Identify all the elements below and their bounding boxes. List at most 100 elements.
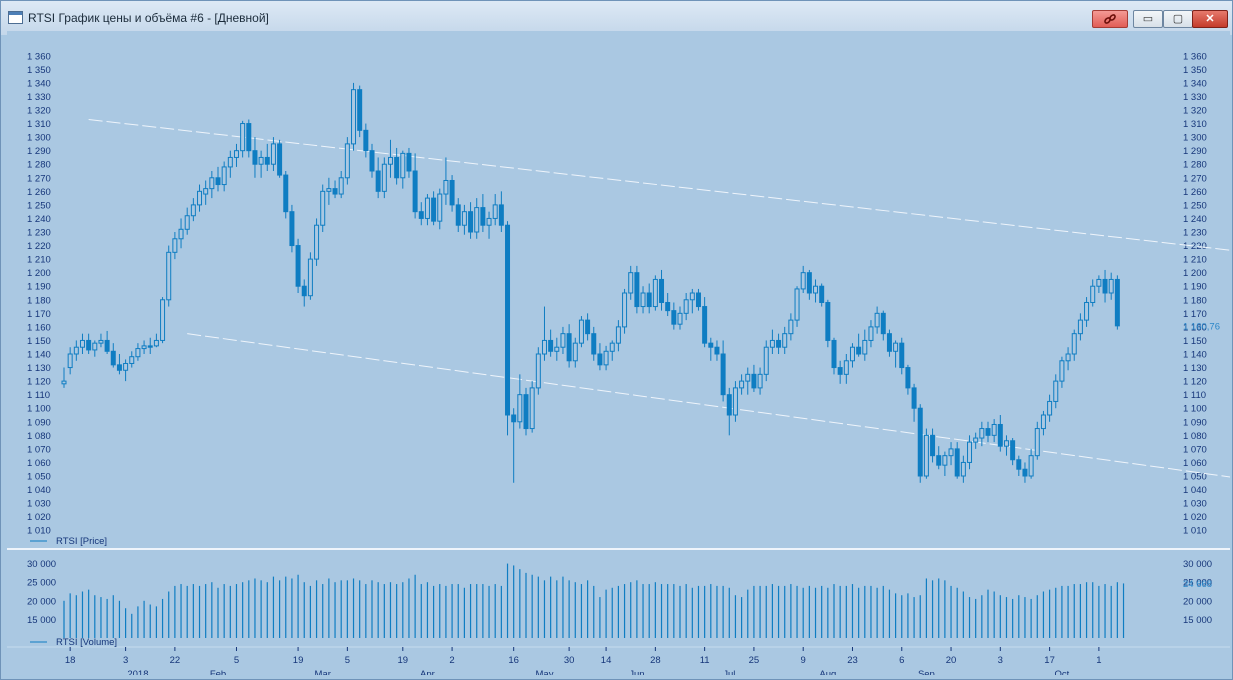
candle-up — [338, 177, 344, 195]
price-axis-left-label: 1 100 — [27, 404, 51, 415]
price-axis-left-label: 1 080 — [27, 431, 51, 442]
date-axis-day-label: 11 — [700, 655, 710, 666]
date-axis-day-label: 5 — [234, 655, 239, 666]
candle-up — [1003, 440, 1009, 447]
candle-down — [1102, 278, 1108, 294]
candle-up — [172, 238, 178, 253]
link-button[interactable] — [1092, 10, 1128, 28]
candle-down — [646, 292, 652, 308]
maximize-button[interactable]: ▢ — [1163, 10, 1193, 28]
candle-down — [930, 434, 936, 457]
candle-up — [788, 319, 794, 335]
trend-channel-lower-line[interactable] — [187, 333, 1233, 508]
candle-down — [295, 245, 301, 287]
candle-up — [203, 188, 209, 195]
candle-down — [880, 312, 886, 335]
price-axis-right-label: 1 050 — [1183, 472, 1207, 483]
price-axis-left-label: 1 020 — [27, 512, 51, 523]
price-axis-right-label: 1 200 — [1183, 268, 1207, 279]
price-axis-right-label: 1 100 — [1183, 404, 1207, 415]
candle-down — [566, 333, 572, 362]
date-axis-day-label: 28 — [650, 655, 661, 666]
candle-up — [640, 292, 646, 308]
candle-up — [1077, 319, 1083, 335]
candle-up — [270, 143, 276, 165]
date-axis-day-label: 6 — [899, 655, 904, 666]
candle-up — [67, 353, 73, 369]
trend-channel-upper-line[interactable] — [88, 118, 1233, 275]
candle-down — [406, 152, 412, 172]
date-axis-month-label: Apr — [420, 669, 435, 675]
candle-up — [1108, 278, 1114, 294]
candle-up — [1034, 428, 1040, 457]
candle-down — [837, 367, 843, 375]
candle-down — [412, 170, 418, 213]
date-axis-month-label: Jun — [629, 669, 644, 675]
candle-down — [591, 333, 597, 355]
price-volume-chart[interactable]: 1 010 1 010 1 020 1 020 1 030 1 030 1 040 1 040… — [7, 31, 1233, 680]
candle-up — [197, 190, 203, 206]
candle-down — [418, 211, 424, 219]
candle-up — [782, 333, 788, 348]
price-axis-left-label: 1 140 — [27, 350, 51, 361]
chart-window-icon[interactable] — [8, 11, 23, 24]
candle-down — [911, 387, 917, 409]
minimize-button[interactable]: ▭ — [1133, 10, 1163, 28]
candle-up — [652, 278, 658, 308]
candle-up — [991, 423, 997, 436]
candle-up — [160, 299, 166, 341]
candle-down — [283, 174, 289, 213]
price-axis-right-label: 1 250 — [1183, 200, 1207, 211]
candle-down — [449, 179, 455, 206]
candle-up — [135, 348, 141, 358]
candle-down — [1010, 440, 1016, 461]
price-axis-left-label: 1 260 — [27, 187, 51, 198]
title-bar[interactable]: RTSI График цены и объёма #6 - [Дневной]… — [1, 1, 1232, 35]
candle-up — [209, 177, 215, 190]
candle-down — [289, 211, 295, 247]
candle-down — [1114, 278, 1120, 327]
candle-up — [757, 373, 763, 389]
candle-up — [615, 326, 621, 344]
candle-down — [695, 292, 701, 308]
price-axis-right-label: 1 020 — [1183, 512, 1207, 523]
date-axis-month-label: Oct — [1055, 669, 1070, 675]
candle-down — [936, 455, 942, 466]
price-axis-left-label: 1 010 — [27, 526, 51, 537]
candle-down — [585, 319, 591, 335]
candle-up — [677, 312, 683, 325]
candle-up — [541, 339, 547, 355]
price-axis-left-label: 1 270 — [27, 173, 51, 184]
candle-down — [505, 224, 511, 416]
candle-up — [849, 346, 855, 362]
price-axis-left-label: 1 170 — [27, 309, 51, 320]
candle-down — [665, 301, 671, 312]
candle-down — [720, 353, 726, 396]
price-axis-right-label: 1 270 — [1183, 173, 1207, 184]
candle-up — [233, 150, 239, 158]
date-axis-day-label: 9 — [801, 655, 806, 666]
candle-down — [264, 156, 270, 165]
price-axis-right-label: 1 080 — [1183, 431, 1207, 442]
candle-up — [240, 123, 246, 152]
price-axis-right-label: 1 190 — [1183, 282, 1207, 293]
candle-up — [92, 342, 98, 351]
candle-down — [246, 123, 252, 152]
candle-up — [893, 342, 899, 352]
candle-down — [597, 353, 603, 366]
date-axis-day-label: 3 — [123, 655, 128, 666]
date-axis-day-label: 19 — [293, 655, 304, 666]
candle-up — [572, 342, 578, 362]
price-axis-left-label: 1 030 — [27, 499, 51, 510]
close-button[interactable]: ✕ — [1192, 10, 1228, 28]
date-axis-day-label: 18 — [65, 655, 76, 666]
last-price-label: 1 160,76 — [1183, 321, 1220, 332]
date-axis-day-label: 30 — [564, 655, 575, 666]
candle-up — [437, 193, 443, 222]
price-axis-right-label: 1 070 — [1183, 444, 1207, 455]
candle-up — [1047, 400, 1053, 416]
date-axis-day-label: 3 — [998, 655, 1003, 666]
candle-down — [997, 423, 1003, 447]
chart-area[interactable]: 1 010 1 010 1 020 1 020 1 030 1 030 1 040 1 040… — [7, 31, 1233, 680]
